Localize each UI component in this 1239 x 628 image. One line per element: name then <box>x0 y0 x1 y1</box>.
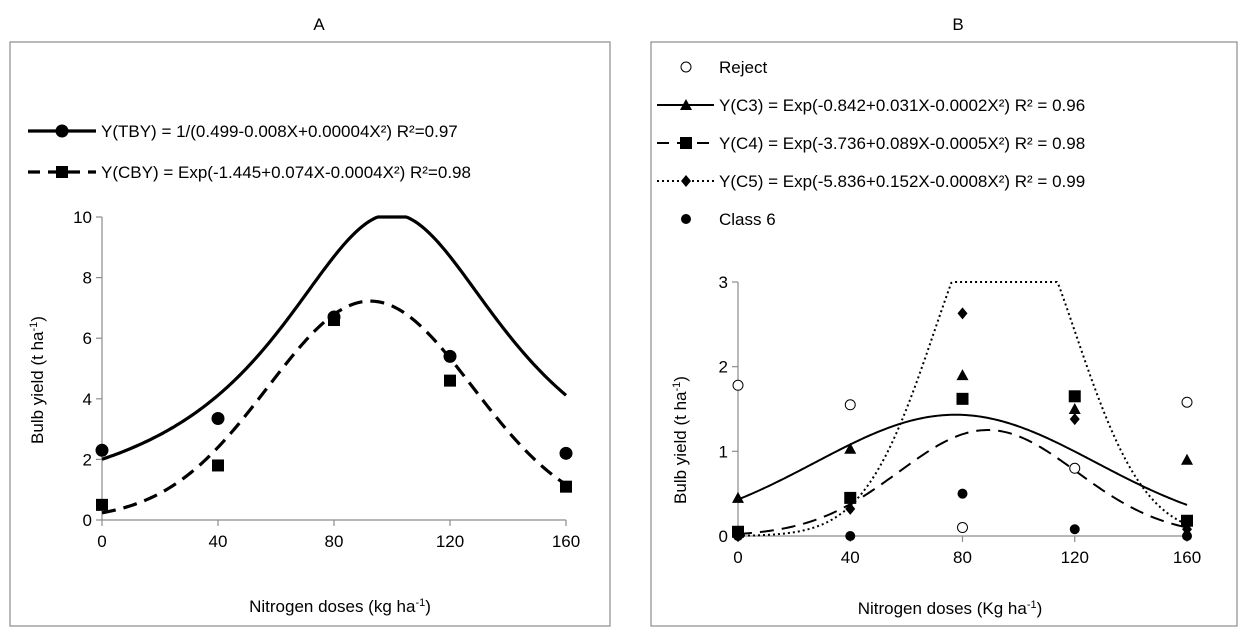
panel-b-data-point-s2 <box>1181 453 1193 465</box>
panel-b-y-tick-label: 3 <box>719 273 728 292</box>
panel-a-y-tick-label: 6 <box>83 329 92 348</box>
panel-a-data-point-s1 <box>559 446 573 460</box>
panel-a-data-point-s1 <box>443 349 457 363</box>
panel-b-data-point-s5 <box>733 531 743 541</box>
panel-a-x-tick-label: 0 <box>97 532 106 551</box>
panel-b-data-point-s1 <box>844 399 856 411</box>
panel-a-x-tick-label: 120 <box>436 532 464 551</box>
panel-a-legend-marker <box>55 124 69 138</box>
panel-a-legend-label: Y(CBY) = Exp(-1.445+0.074X-0.0004X²) R²=… <box>101 163 471 182</box>
panel-b-legend-label: Reject <box>719 58 767 77</box>
panel-b-data-point-s1 <box>1181 396 1193 408</box>
panel-b-data-point-s2 <box>732 491 744 503</box>
panel-b-frame <box>650 41 1238 627</box>
panel-b-data-point-s3 <box>1181 514 1193 527</box>
panel-a-data-point-s2 <box>96 498 108 511</box>
panel-b-data-point-s1 <box>957 522 968 534</box>
panel-a-legend-label: Y(TBY) = 1/(0.499-0.008X+0.00004X²) R²=0… <box>101 122 458 141</box>
panel-b-legend-label: Class 6 <box>719 210 776 229</box>
panel-a-label: A <box>313 15 325 34</box>
panel-b-y-tick-label: 0 <box>719 527 728 546</box>
panel-a-data-point-s2 <box>212 459 224 472</box>
panel-a-y-tick-label: 0 <box>83 511 92 530</box>
panel-a-frame <box>9 41 611 627</box>
panel-a-x-tick-label: 40 <box>209 532 228 551</box>
panel-b-legend-marker <box>681 175 691 187</box>
panel-b-y-axis-title: Bulb yield (t ha-1) <box>671 376 690 504</box>
panel-b-y-tick-label: 2 <box>719 358 728 377</box>
panel-b-fit-curve-3 <box>737 429 1188 535</box>
panel-b-fit-curve-4 <box>737 281 1188 537</box>
panel-b-x-tick-label: 40 <box>841 548 860 567</box>
panel-b-data-point-s2 <box>844 442 857 454</box>
panel-b-data-point-s3 <box>844 491 857 504</box>
panel-b-data-point-s2 <box>956 369 969 381</box>
panel-b-data-point-s4 <box>845 502 856 515</box>
panel-b-legend-label: Y(C3) = Exp(-0.842+0.031X-0.0002X²) R² =… <box>719 96 1085 115</box>
panel-b-data-point-s3 <box>1068 390 1081 403</box>
panel-b-data-point-s1 <box>732 379 744 391</box>
panel-a-y-tick-label: 4 <box>83 390 92 409</box>
panel-b-fit-curve-2 <box>737 413 1188 506</box>
panel-b-data-point-s3 <box>956 392 969 405</box>
panel-b-data-point-s5 <box>845 531 856 541</box>
panel-a-y-tick-label: 10 <box>73 208 92 227</box>
panel-b-legend-marker <box>680 61 692 73</box>
panel-a-x-tick-label: 80 <box>325 532 344 551</box>
panel-a-plot: 0 2 4 6 8 10 0 40 80 120 160 Y(TBY) = 1/(0.499-0.00… <box>28 122 580 551</box>
panel-a-data-point-s1 <box>211 411 225 425</box>
panel-b-data-point-s2 <box>1068 403 1081 414</box>
panel-b-x-tick-label: 160 <box>1173 548 1201 567</box>
panel-a-data-point-s1 <box>95 443 109 457</box>
panel-b-label: B <box>952 15 963 34</box>
panel-b-x-tick-label: 80 <box>953 548 972 567</box>
panel-a-fit-curve-2 <box>101 299 567 515</box>
panel-a-data-point-s2 <box>328 314 340 327</box>
panel-a-y-tick-label: 8 <box>83 269 92 288</box>
panel-b-legend-marker <box>680 137 692 149</box>
panel-b-data-point-s5 <box>957 488 968 499</box>
panel-b-x-tick-label: 0 <box>733 548 742 567</box>
panel-b-x-axis-title: Nitrogen doses (Kg ha-1) <box>858 599 1043 618</box>
panel-b-legend-label: Y(C4) = Exp(-3.736+0.089X-0.0005X²) R² =… <box>719 134 1085 153</box>
panel-b-y-tick-label: 1 <box>719 442 728 461</box>
panel-b-data-point-s4 <box>957 307 968 320</box>
panel-b-data-point-s5 <box>1069 524 1080 535</box>
panel-a-x-tick-label: 160 <box>552 532 580 551</box>
panel-a-y-tick-label: 2 <box>83 450 92 469</box>
panel-a-fit-curve-1 <box>101 215 568 461</box>
panel-b-data-point-s4 <box>1069 413 1080 426</box>
panel-a-legend-marker <box>56 166 68 178</box>
panel-b-x-tick-label: 120 <box>1061 548 1089 567</box>
panel-b-legend-marker <box>681 214 691 224</box>
panel-b-legend-marker <box>680 99 692 110</box>
panel-a-x-axis-title: Nitrogen doses (kg ha-1) <box>249 597 431 616</box>
panel-a-data-point-s2 <box>444 374 456 387</box>
panel-b-data-point-s5 <box>1182 531 1192 541</box>
panel-b-plot: 0 1 2 3 0 40 80 120 160 Reject Y(C3) = Exp(-0.842+… <box>657 58 1201 567</box>
panel-a-data-point-s2 <box>560 480 572 493</box>
panel-a-y-axis-title: Bulb yield (t ha-1) <box>28 316 47 444</box>
panel-b-data-point-s1 <box>1069 462 1081 474</box>
panel-b-legend-label: Y(C5) = Exp(-5.836+0.152X-0.0008X²) R² =… <box>719 172 1085 191</box>
